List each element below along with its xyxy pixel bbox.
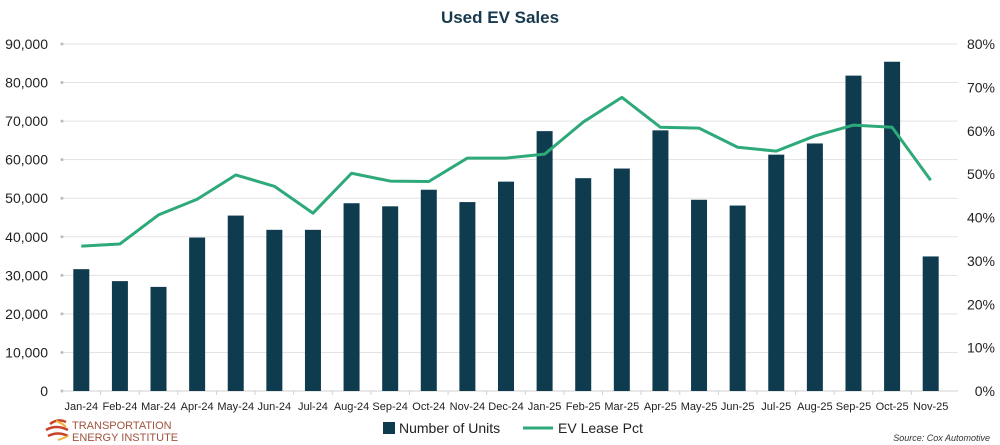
bar-Jan-25 [536, 131, 553, 391]
x-tick-label: Aug-25 [797, 401, 832, 413]
bar-Oct-24 [420, 189, 437, 391]
logo-line2: ENERGY INSTITUTE [72, 432, 178, 444]
y-left-tick-label: 0 [40, 383, 48, 399]
bar-Jul-25 [768, 154, 785, 391]
x-tick-label: Mar-25 [604, 401, 639, 413]
x-tick-label: Sep-24 [372, 401, 407, 413]
bar-Sep-24 [382, 206, 399, 391]
x-tick-label: Oct-25 [876, 401, 909, 413]
logo-mark-icon [45, 419, 69, 438]
bar-Aug-25 [806, 143, 823, 391]
tick-dot [60, 312, 64, 316]
bar-May-24 [227, 215, 244, 391]
ev-lease-pct-line [81, 95, 932, 248]
y-right-tick-label: 20% [967, 296, 995, 312]
bar-Mar-25 [613, 168, 630, 391]
x-tick-label: Sep-25 [836, 401, 871, 413]
tick-dot [60, 196, 64, 200]
bar-Apr-24 [189, 237, 206, 391]
tick-dot [60, 273, 64, 277]
x-tick-label: Feb-24 [102, 401, 137, 413]
y-left-tick-label: 50,000 [5, 190, 48, 206]
bar-Jan-24 [73, 269, 90, 391]
tick-dot [60, 350, 64, 354]
chart-title: Used EV Sales [441, 8, 559, 27]
x-tick-label: Mar-24 [141, 401, 176, 413]
y-left-tick-label: 20,000 [5, 306, 48, 322]
tick-dot [60, 119, 64, 123]
tick-dot [60, 42, 64, 46]
bar-Feb-24 [111, 281, 128, 391]
legend-label-lease: EV Lease Pct [558, 420, 643, 436]
x-tick-label: Jan-25 [528, 401, 562, 413]
bar-Mar-24 [150, 286, 167, 391]
y-left-tick-label: 90,000 [5, 36, 48, 52]
bar-Sep-25 [845, 75, 862, 392]
y-left-tick-label: 40,000 [5, 229, 48, 245]
x-tick-label: Nov-25 [913, 401, 948, 413]
legend-label-units: Number of Units [399, 420, 500, 436]
x-tick-label: Nov-24 [450, 401, 485, 413]
y-right-tick-label: 10% [967, 340, 995, 356]
tei-logo: TRANSPORTATION ENERGY INSTITUTE [45, 419, 178, 444]
x-tick-label: Jun-25 [721, 401, 755, 413]
bar-Oct-25 [884, 61, 901, 391]
y-left-tick-label: 80,000 [5, 75, 48, 91]
bar-Dec-24 [498, 181, 514, 391]
y-right-tick-label: 30% [967, 253, 995, 269]
x-tick-label: Jul-24 [298, 401, 328, 413]
tick-dot [60, 235, 64, 239]
y-right-tick-label: 40% [967, 210, 995, 226]
bar-Feb-25 [575, 178, 592, 391]
bar-Nov-25 [922, 256, 939, 391]
y-left-tick-label: 10,000 [5, 344, 48, 360]
y-right-tick-label: 0% [975, 383, 995, 399]
y-right-tick-label: 60% [967, 123, 995, 139]
x-tick-label: May-25 [681, 401, 718, 413]
x-tick-label: Jul-25 [761, 401, 791, 413]
y-left-tick-label: 70,000 [5, 113, 48, 129]
source-note: Source: Cox Automotive [893, 433, 990, 443]
x-tick-label: Dec-24 [488, 401, 523, 413]
x-tick-label: Jun-24 [258, 401, 292, 413]
bar-Nov-24 [459, 202, 476, 391]
x-tick-label: Apr-24 [181, 401, 214, 413]
x-tick-label: Oct-24 [412, 401, 445, 413]
bar-Jul-24 [304, 229, 321, 391]
x-tick-label: Feb-25 [566, 401, 601, 413]
y-left-tick-label: 30,000 [5, 267, 48, 283]
tick-dot [60, 81, 64, 85]
bar-Jun-24 [266, 229, 283, 391]
y-left-tick-label: 60,000 [5, 152, 48, 168]
x-tick-label: May-24 [217, 401, 254, 413]
x-tick-label: Jan-24 [64, 401, 98, 413]
x-tick-label: Aug-24 [334, 401, 369, 413]
y-right-tick-label: 80% [967, 36, 995, 52]
logo-line1: TRANSPORTATION [72, 420, 172, 432]
tick-dot [60, 158, 64, 162]
legend-swatch-units [383, 422, 395, 434]
y-right-tick-label: 70% [967, 79, 995, 95]
bar-Aug-24 [343, 203, 360, 391]
bar-Apr-25 [652, 130, 669, 391]
bar-Jun-25 [729, 205, 746, 391]
legend: Number of Units EV Lease Pct [383, 420, 643, 436]
bar-May-25 [691, 199, 708, 391]
y-right-tick-label: 50% [967, 166, 995, 182]
x-tick-label: Apr-25 [644, 401, 677, 413]
